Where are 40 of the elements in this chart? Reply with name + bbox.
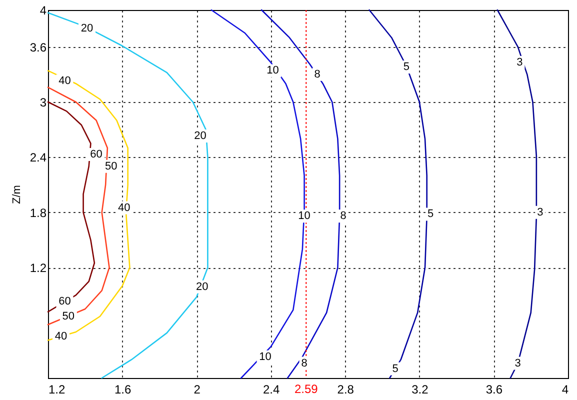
y-tick-label: 1.2 <box>30 261 47 276</box>
annotation: 10 <box>298 210 310 222</box>
annotation: 50 <box>62 310 75 322</box>
annotation: 8 <box>314 68 320 80</box>
y-tick-label: 4 <box>40 4 47 18</box>
x-tick-label: 2.4 <box>263 382 280 396</box>
annotation: 3 <box>537 206 544 218</box>
x-tick-label: 2 <box>194 382 201 396</box>
ref-line-label: 2.59 <box>294 382 318 396</box>
annotation: 40 <box>54 330 68 343</box>
annotation: 8 <box>340 210 346 222</box>
y-axis-title: Z/m <box>10 185 23 204</box>
annotation: 10 <box>266 64 279 77</box>
annotation: 10 <box>259 350 272 363</box>
x-tick-label: 3.2 <box>412 382 429 396</box>
annotation: 60 <box>90 148 102 160</box>
annotation: 20 <box>194 130 206 142</box>
annotation: 20 <box>196 280 208 293</box>
annotation: 3 <box>516 56 523 68</box>
x-tick-label: 2.8 <box>337 382 354 396</box>
x-tick-label: 1.6 <box>114 382 132 396</box>
annotation: 5 <box>392 362 398 375</box>
annotation: 3 <box>514 357 521 370</box>
x-tick-label: 3.6 <box>486 382 503 396</box>
annotation: 5 <box>403 61 410 74</box>
annotation: 40 <box>118 202 130 214</box>
line-series <box>47 70 130 341</box>
x-tick-label: 4 <box>562 382 569 396</box>
annotation: 8 <box>301 357 308 370</box>
y-tick-label: 1.8 <box>30 206 47 220</box>
annotation: 5 <box>428 208 434 220</box>
annotation: 40 <box>58 74 71 87</box>
y-tick-label: 2.4 <box>30 150 47 165</box>
x-tick-label: 1.2 <box>48 382 66 396</box>
annotation: 20 <box>80 22 94 34</box>
annotation: 60 <box>58 296 71 308</box>
line-series <box>47 12 208 379</box>
y-tick-label: 3.6 <box>30 40 47 54</box>
y-tick-label: 3 <box>40 96 47 110</box>
annotation: 50 <box>105 160 118 172</box>
